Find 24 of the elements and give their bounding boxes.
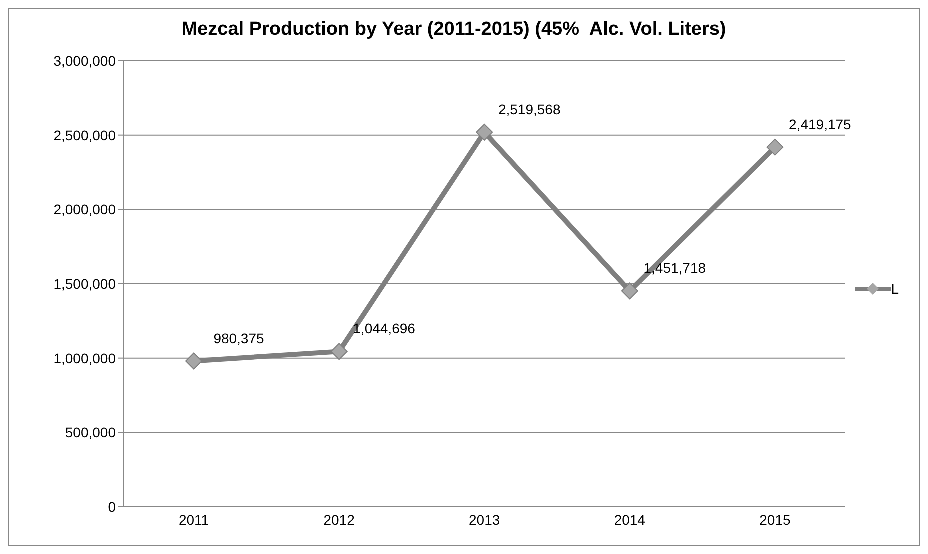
data-label: 1,044,696 bbox=[353, 320, 416, 337]
data-label: 1,451,718 bbox=[644, 260, 706, 276]
x-tick-label: 2011 bbox=[178, 512, 210, 528]
point bbox=[766, 138, 784, 156]
point bbox=[621, 282, 638, 300]
y-tick-label: 500,000 bbox=[65, 424, 116, 441]
x-tick-label: 2012 bbox=[324, 512, 356, 528]
y-tick-label: 0 bbox=[108, 498, 116, 515]
point bbox=[330, 343, 348, 360]
y-tick-label: 2,500,000 bbox=[54, 127, 116, 144]
y-tick-label: 3,000,000 bbox=[54, 52, 116, 69]
y-tick-label: 1,500,000 bbox=[54, 276, 116, 292]
x-tick-label: 2015 bbox=[760, 512, 791, 528]
data-label: 2,519,568 bbox=[498, 101, 561, 118]
x-tick-label: 2014 bbox=[614, 512, 646, 528]
chart-title: Mezcal Production by Year (2011-2015) (45% Alc. Vol. Liters) bbox=[180, 19, 728, 41]
data-label: 980,375 bbox=[214, 330, 265, 346]
data-label: 2,419,175 bbox=[789, 116, 852, 132]
x-tick-label: 2013 bbox=[469, 512, 500, 528]
y-tick-label: 2,000,000 bbox=[54, 202, 116, 218]
point bbox=[186, 352, 202, 370]
legend-label: L bbox=[891, 281, 899, 297]
y-tick-label: 1,000,000 bbox=[54, 350, 116, 366]
point bbox=[476, 124, 494, 141]
